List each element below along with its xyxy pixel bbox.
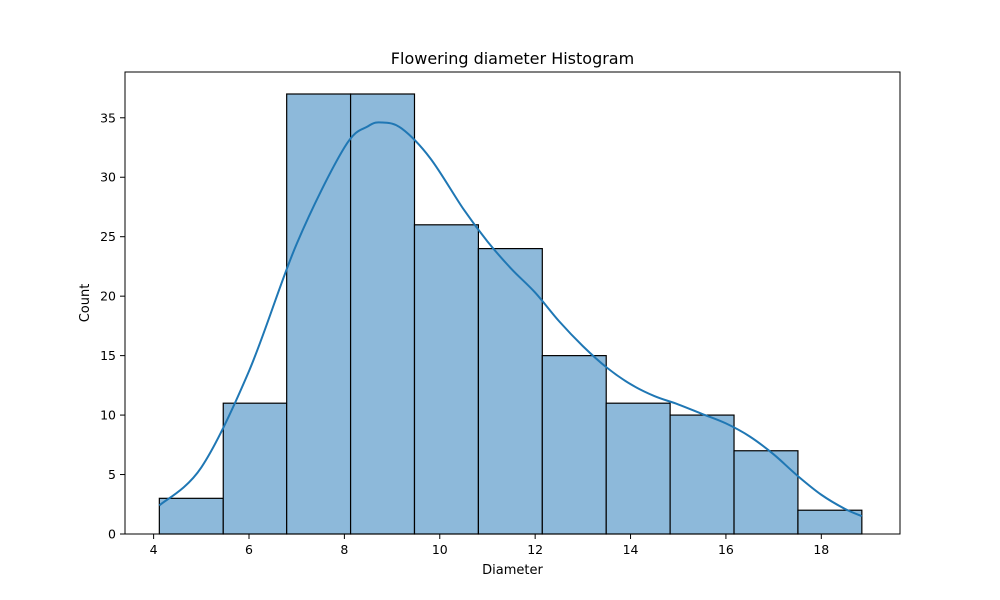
- y-tick-label: 25: [100, 229, 116, 244]
- histogram-bar-7: [541, 355, 607, 535]
- x-tick-label: 4: [150, 542, 158, 557]
- histogram-bar-8: [605, 402, 671, 535]
- x-tick-label: 6: [245, 542, 253, 557]
- bars-group: [158, 93, 863, 535]
- kde-group: [158, 121, 863, 518]
- histogram-bar-4: [349, 93, 416, 535]
- histogram-bar-1: [158, 497, 224, 535]
- plot-frame: [124, 71, 901, 535]
- histogram-bar-5: [413, 224, 480, 535]
- chart-title: Flowering diameter Histogram: [391, 49, 634, 68]
- histogram-bar-10: [733, 450, 799, 535]
- histogram-bar-11: [797, 509, 863, 535]
- histogram-bar-3: [286, 93, 352, 535]
- y-axis: 0 5 10 15 20 25 30 35: [100, 110, 125, 542]
- histogram-bar-2: [222, 402, 288, 535]
- x-tick-label: 18: [813, 542, 829, 557]
- y-tick-label: 5: [108, 467, 116, 482]
- y-tick-label: 20: [100, 289, 116, 304]
- y-axis-label: Count: [78, 284, 93, 323]
- y-tick-label: 15: [100, 348, 116, 363]
- x-axis-label: Diameter: [482, 563, 543, 578]
- x-axis: 4 6 8 10 12 14 16 18: [150, 534, 829, 557]
- x-tick-label: 12: [527, 542, 543, 557]
- histogram-bar-6: [477, 247, 543, 535]
- kde-line: [158, 121, 863, 518]
- x-tick-label: 10: [432, 542, 448, 557]
- y-tick-label: 0: [108, 527, 116, 542]
- x-tick-label: 16: [718, 542, 734, 557]
- x-tick-label: 8: [340, 542, 348, 557]
- y-tick-label: 30: [100, 170, 116, 185]
- x-tick-label: 14: [623, 542, 639, 557]
- y-tick-label: 35: [100, 110, 116, 125]
- y-tick-label: 10: [100, 408, 116, 423]
- histogram-bar-9: [669, 414, 735, 535]
